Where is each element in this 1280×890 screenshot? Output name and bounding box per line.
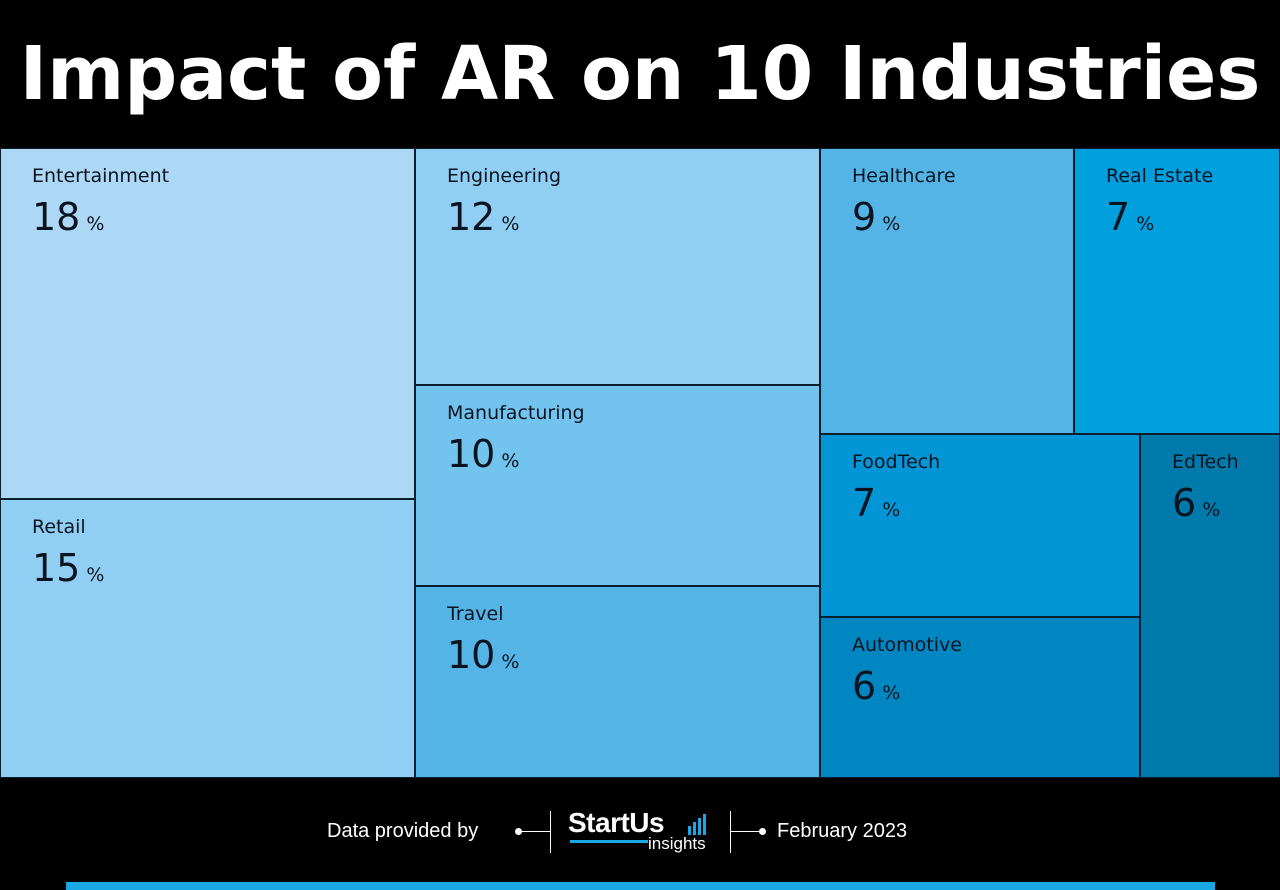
cell-value-number: 6 [852, 664, 877, 708]
treemap-cell-real-estate: Real Estate 7% [1074, 148, 1280, 434]
cell-value: 10% [447, 633, 519, 677]
cell-label: Healthcare [852, 165, 956, 187]
cell-value: 6% [1172, 481, 1220, 525]
cell-label: Engineering [447, 165, 561, 187]
cell-value: 18% [32, 195, 104, 239]
startus-insights-logo: StartUs insights [568, 807, 718, 855]
treemap-cell-engineering: Engineering 12% [415, 148, 820, 385]
cell-label: Automotive [852, 634, 962, 656]
treemap-cell-automotive: Automotive 6% [820, 617, 1140, 778]
cell-value: 7% [1106, 195, 1154, 239]
cell-value-unit: % [501, 450, 520, 472]
cell-value: 6% [852, 664, 900, 708]
treemap-cell-travel: Travel 10% [415, 586, 820, 778]
cell-value-number: 15 [32, 546, 81, 590]
footer: Data provided by StartUs insights Februa… [0, 790, 1280, 870]
cell-value-number: 12 [447, 195, 496, 239]
cell-value-unit: % [1202, 499, 1221, 521]
cell-label: EdTech [1172, 451, 1239, 473]
treemap-cell-healthcare: Healthcare 9% [820, 148, 1074, 434]
cell-value-unit: % [86, 564, 105, 586]
cell-label: Entertainment [32, 165, 170, 187]
connector-line-right [731, 831, 762, 832]
cell-value: 15% [32, 546, 104, 590]
data-provided-label: Data provided by [327, 820, 479, 842]
cell-value-number: 10 [447, 432, 496, 476]
connector-line-left [519, 831, 550, 832]
treemap-cell-edtech: EdTech 6% [1140, 434, 1280, 778]
brand-name: StartUs [568, 807, 665, 838]
cell-value-unit: % [882, 213, 901, 235]
cell-label: FoodTech [852, 451, 941, 473]
connector-dot-left [515, 828, 522, 835]
cell-value-number: 10 [447, 633, 496, 677]
cell-value: 12% [447, 195, 519, 239]
cell-label: Manufacturing [447, 402, 585, 424]
cell-value-number: 9 [852, 195, 877, 239]
bottom-accent-strip [66, 882, 1215, 890]
cell-value: 9% [852, 195, 900, 239]
bars-icon [688, 813, 712, 835]
treemap-cell-entertainment: Entertainment 18% [0, 148, 415, 499]
chart-title: Impact of AR on 10 Industries [19, 31, 1261, 117]
cell-value-unit: % [1136, 213, 1155, 235]
divider-left [550, 811, 551, 853]
cell-value-number: 7 [852, 481, 877, 525]
cell-value-unit: % [882, 682, 901, 704]
cell-value-unit: % [501, 651, 520, 673]
brand-sub: insights [648, 834, 706, 853]
treemap: Entertainment 18% Retail 15% Engineering 12% M… [0, 148, 1280, 778]
treemap-cell-manufacturing: Manufacturing 10% [415, 385, 820, 586]
cell-value: 7% [852, 481, 900, 525]
cell-label: Retail [32, 516, 86, 538]
cell-label: Real Estate [1106, 165, 1214, 187]
cell-value-unit: % [86, 213, 105, 235]
cell-label: Travel [447, 603, 504, 625]
date-label: February 2023 [777, 820, 908, 842]
cell-value-number: 18 [32, 195, 81, 239]
divider-right [730, 811, 731, 853]
connector-dot-right [759, 828, 766, 835]
cell-value-unit: % [882, 499, 901, 521]
cell-value-unit: % [501, 213, 520, 235]
brand-underline [570, 840, 648, 843]
cell-value-number: 6 [1172, 481, 1197, 525]
cell-value-number: 7 [1106, 195, 1131, 239]
treemap-cell-retail: Retail 15% [0, 499, 415, 778]
cell-value: 10% [447, 432, 519, 476]
treemap-cell-foodtech: FoodTech 7% [820, 434, 1140, 617]
